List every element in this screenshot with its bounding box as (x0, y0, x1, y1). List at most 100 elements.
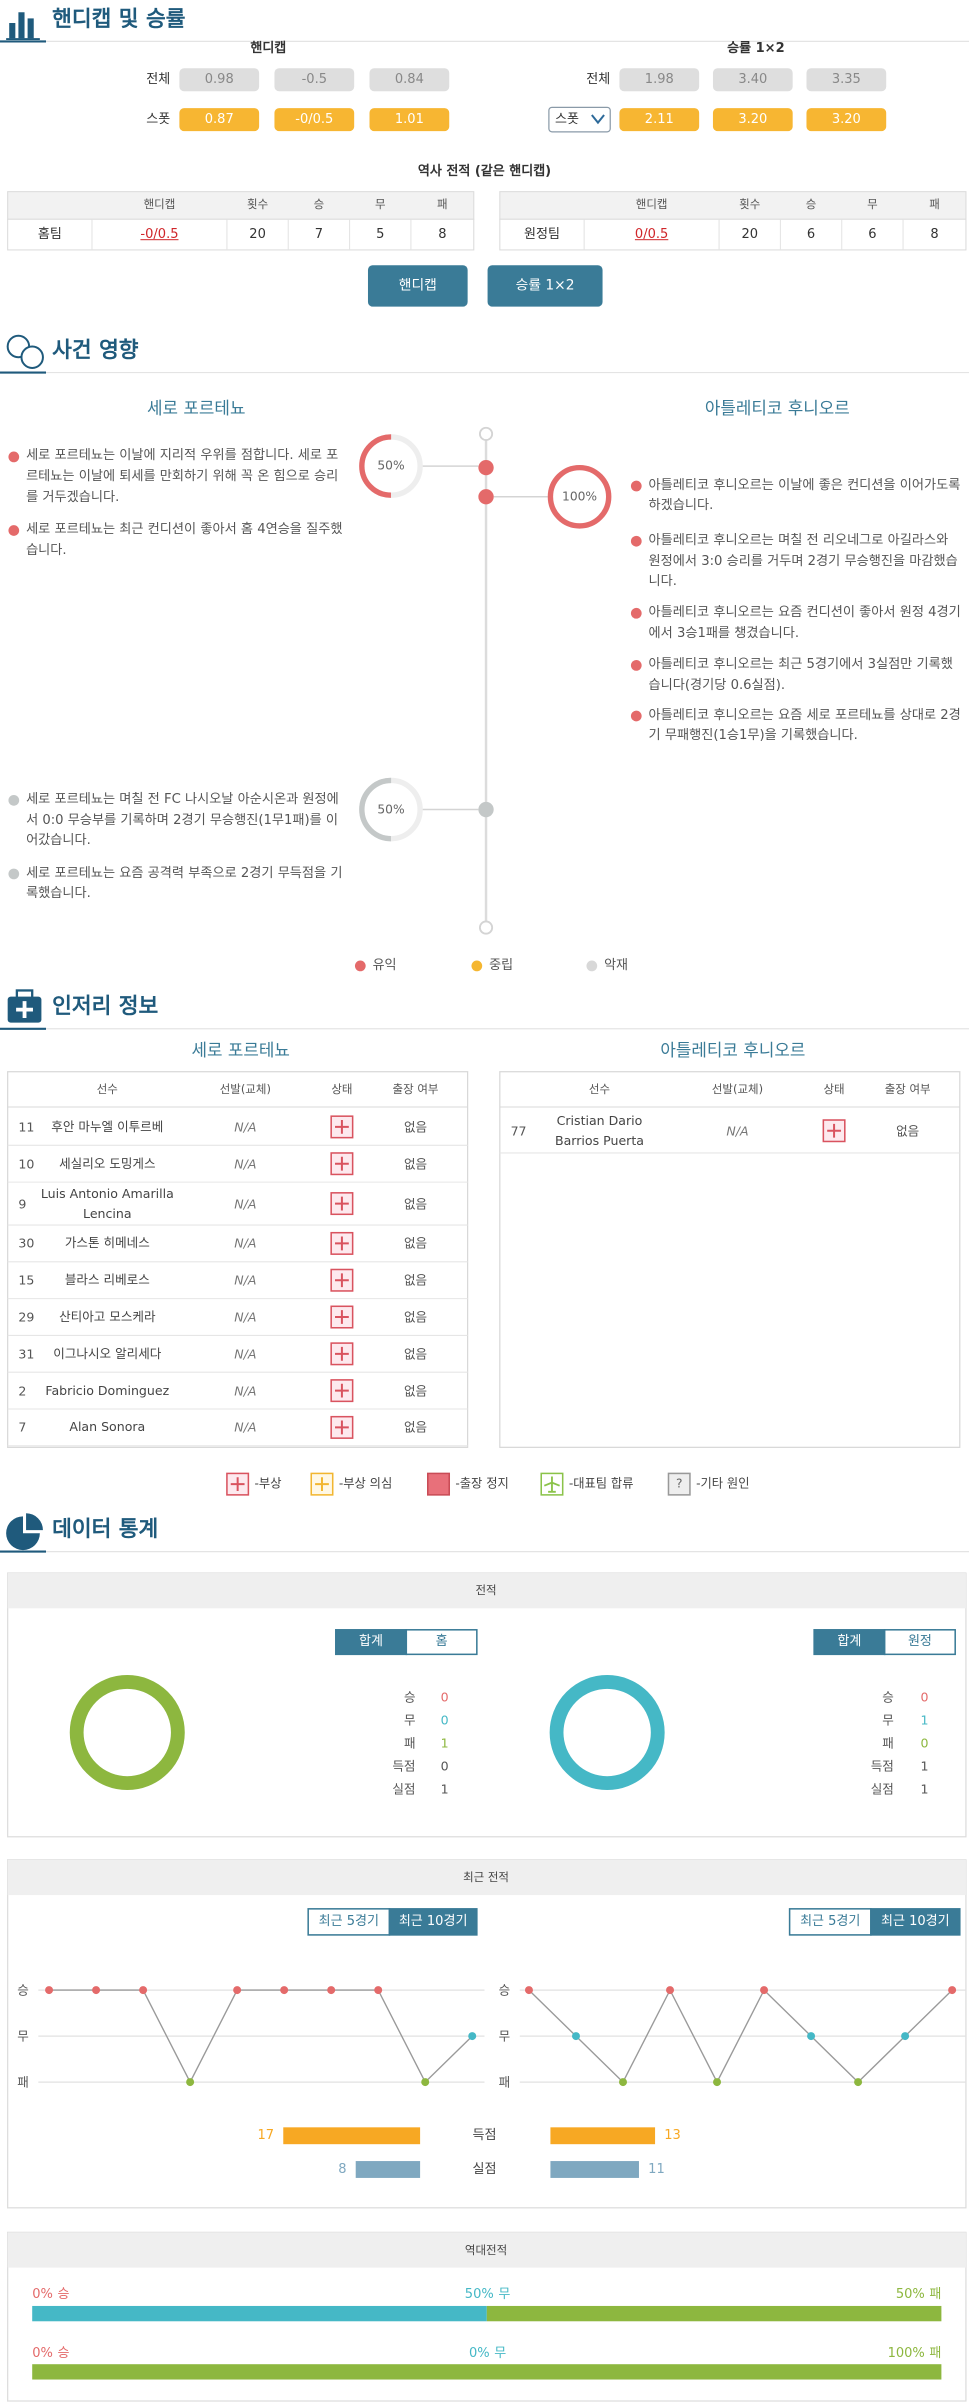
legend-dot (586, 960, 598, 972)
result-point (421, 2078, 430, 2087)
table-header: 상태 (823, 1082, 845, 1097)
result-point (571, 2032, 580, 2041)
tab-label[interactable]: 원정 (907, 1634, 932, 1650)
bar (550, 2127, 656, 2145)
tab[interactable] (813, 1629, 886, 1656)
donut-segment (549, 1675, 665, 1791)
stat-value: 1 (920, 1758, 929, 1774)
status-cross (335, 1236, 349, 1251)
team-name: 아틀레티코 후니오르 (704, 397, 850, 418)
y-tick-label: 무 (17, 2028, 29, 2044)
tab[interactable] (388, 1908, 478, 1936)
odds-value: -0/0.5 (295, 111, 334, 127)
availability: 없음 (403, 1156, 428, 1172)
panel-title: 역대전적 (464, 2242, 508, 2257)
odds-value: 1.98 (644, 71, 674, 87)
tab-label[interactable]: 합계 (837, 1634, 862, 1650)
tab-label[interactable]: 홈 (435, 1634, 448, 1650)
share-bar (32, 2305, 487, 2322)
panel (7, 1572, 967, 1838)
availability: 없음 (403, 1235, 428, 1251)
tab-button-label[interactable]: 핸디캡 (398, 277, 437, 294)
impact-note: 세로 포르테뇨는 며칠 전 FC 나시오날 아순시온과 원정에서 0:0 무승부… (26, 791, 339, 849)
bar-label: 득점 (472, 2127, 497, 2143)
availability: 없음 (403, 1119, 428, 1135)
stat-label: 실점 (870, 1781, 894, 1797)
table-head (499, 191, 967, 220)
team-label: 원정팀 (524, 226, 560, 242)
table-header: 핸디캡 (143, 197, 176, 212)
result-point (619, 2078, 627, 2087)
tab-label[interactable]: 최근 10경기 (881, 1914, 950, 1930)
table-head (7, 191, 475, 220)
impact-note: 아틀레티코 후니오르는 요즘 세로 포르테뇨를 상대로 2경기 무패행진(1승1… (648, 707, 961, 744)
tab-button[interactable] (367, 265, 468, 307)
text: 승률 1×2 (727, 41, 785, 57)
impact-note: 세로 포르테뇨는 최근 컨디션이 좋아서 홈 4연승을 질주했습니다. (26, 522, 343, 558)
stat-label: 패 (403, 1735, 416, 1751)
stat-value: 0 (920, 1689, 929, 1705)
impact-note: 아틀레티코 후니오르는 이날에 좋은 컨디션을 이어가도록 하겠습니다. (648, 477, 961, 514)
panel-head (7, 2232, 966, 2268)
tab-label[interactable]: 최근 5경기 (800, 1914, 861, 1930)
player-number: 15 (18, 1272, 35, 1288)
share-label: 0% 승 (32, 2287, 69, 2303)
section-title: 사건 영향 (52, 338, 139, 364)
handicap-cell: 0/0.5 (634, 226, 669, 242)
odds-box (619, 108, 700, 132)
tab-button-label[interactable]: 승률 1×2 (515, 277, 575, 294)
select-box (548, 106, 611, 133)
tab-label[interactable]: 최근 10경기 (398, 1914, 468, 1930)
timeline-dot (478, 459, 494, 476)
tab[interactable] (335, 1629, 408, 1656)
gauge-arc (547, 464, 612, 529)
tab-label[interactable]: 최근 5경기 (318, 1914, 379, 1930)
stat-value: 0 (920, 1735, 929, 1751)
tab[interactable] (788, 1908, 872, 1936)
stat-label: 무 (403, 1712, 416, 1728)
result-line (528, 1988, 953, 2084)
player-number: 2 (18, 1383, 27, 1399)
share-value: 50% (464, 2287, 494, 2303)
lineup-status: N/A (234, 1272, 257, 1288)
result-point (233, 1986, 242, 1995)
status-cross (335, 1420, 349, 1435)
bullet (8, 794, 20, 806)
status-cross (335, 1120, 349, 1134)
stat-label: 실점 (392, 1781, 416, 1797)
table-cell: 5 (376, 226, 385, 242)
tab[interactable] (405, 1629, 478, 1656)
donut-segment (69, 1675, 185, 1791)
table-header: 출장 여부 (392, 1082, 439, 1097)
status-cross (335, 1310, 349, 1324)
result-point (45, 1986, 54, 1995)
tab[interactable] (870, 1908, 961, 1936)
availability: 없음 (896, 1123, 920, 1139)
stat-value: 0 (440, 1712, 449, 1728)
table-cell: 20 (741, 226, 759, 242)
select-label[interactable]: 스폿 (555, 111, 579, 127)
status-cross (335, 1273, 349, 1288)
tab-label[interactable]: 합계 (359, 1634, 384, 1650)
odds-box (179, 68, 260, 92)
tab-button[interactable] (487, 265, 603, 307)
bullet (630, 660, 642, 671)
table-cell: 6 (806, 226, 816, 242)
status-cross (827, 1123, 841, 1138)
tab[interactable] (307, 1908, 391, 1936)
table-frame (7, 1071, 469, 1448)
icon-bar (27, 18, 34, 39)
table-header: 패 (437, 197, 448, 212)
availability: 없음 (403, 1383, 428, 1399)
player-name: 산티아고 모스케라 (59, 1309, 156, 1325)
table-cell: 8 (930, 226, 939, 242)
y-tick-label: 무 (498, 2028, 511, 2044)
y-tick-label: 승 (17, 1982, 29, 1998)
player-number: 30 (18, 1235, 35, 1251)
odds-box (806, 108, 887, 132)
share-bar (32, 2364, 942, 2380)
tab[interactable] (883, 1629, 956, 1656)
odds-value: 3.20 (831, 111, 861, 127)
odds-box (274, 68, 355, 92)
bar-value: 11 (648, 2161, 665, 2177)
